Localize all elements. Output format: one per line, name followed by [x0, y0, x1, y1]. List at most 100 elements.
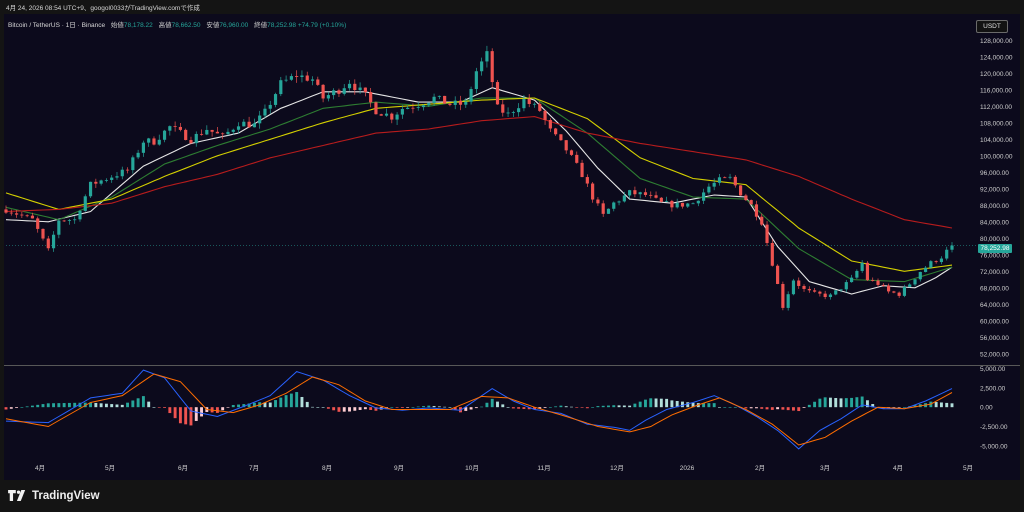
candle [358, 82, 362, 94]
macd-histogram-bar [839, 398, 843, 408]
candle [427, 102, 431, 107]
macd-histogram-bar [755, 407, 758, 409]
candle [46, 235, 50, 251]
moving-average-ma-mid [5, 97, 953, 283]
macd-histogram-bar [517, 407, 521, 409]
candle [20, 211, 24, 219]
candle [369, 88, 373, 108]
candle [263, 104, 267, 118]
price-axis-label: 128,000.00 [980, 38, 1013, 45]
candle [855, 269, 859, 280]
macd-histogram-bar [46, 403, 50, 408]
candle [527, 94, 531, 108]
symbol-name[interactable]: Bitcoin / TetherUS · 1日 · Binance [8, 22, 106, 29]
candle [215, 126, 219, 134]
macd-histogram-bar [416, 406, 420, 408]
candle [680, 202, 685, 209]
macd-histogram-bar [374, 407, 378, 411]
macd-line [5, 369, 953, 450]
candle [88, 181, 93, 198]
candle [828, 292, 833, 300]
price-axis-label: 68,000.00 [980, 285, 1009, 292]
candle [791, 278, 796, 296]
macd-histogram-bar [305, 401, 309, 408]
macd-histogram-bar [950, 403, 954, 408]
candle [236, 122, 241, 134]
macd-histogram-bar [226, 407, 230, 408]
macd-histogram-bar [511, 407, 515, 409]
candle [157, 134, 161, 146]
x-tick-label: 4月 [35, 464, 45, 472]
candle [453, 96, 457, 110]
candle [131, 155, 135, 174]
candle [691, 202, 695, 205]
x-tick-label: 12月 [610, 464, 624, 472]
macd-histogram-bar [570, 406, 573, 408]
candle [596, 197, 600, 206]
candle [649, 191, 653, 199]
macd-histogram-bar [649, 398, 653, 408]
candle [522, 94, 526, 112]
price-axis-label: 108,000.00 [980, 120, 1013, 127]
macd-histogram-bar [580, 407, 584, 408]
macd-histogram-bar [168, 407, 172, 414]
x-tick-label: 11月 [537, 464, 550, 472]
macd-histogram-bar [263, 402, 267, 408]
candle [532, 102, 537, 108]
macd-histogram-bar [363, 407, 367, 410]
candle [73, 216, 77, 224]
candle [876, 278, 880, 287]
high-value: 78,662.50 [171, 22, 201, 29]
macd-histogram-bar [4, 407, 8, 410]
macd-histogram-bar [41, 404, 45, 408]
candle [78, 209, 82, 222]
candle [62, 219, 66, 223]
macd-histogram-bar [765, 407, 769, 410]
price-axis-label: 100,000.00 [980, 153, 1013, 160]
macd-histogram-bar [469, 407, 473, 410]
x-tick-label: 6月 [178, 464, 188, 472]
x-tick-label: 8月 [322, 464, 332, 472]
pane-separator[interactable] [4, 365, 1020, 366]
close-label: 終値 [254, 22, 268, 29]
macd-histogram-bar [411, 407, 415, 408]
candle [580, 159, 584, 178]
candle [638, 191, 642, 199]
candle [4, 205, 8, 214]
x-tick-label: 5月 [105, 464, 115, 472]
macd-histogram-bar [834, 398, 838, 408]
macd-histogram-bar [147, 401, 151, 408]
macd-histogram-bar [776, 407, 780, 410]
macd-histogram-bar [57, 403, 61, 408]
candle [141, 140, 145, 157]
candle [606, 208, 611, 215]
macd-histogram-bar [443, 406, 447, 408]
macd-histogram-bar [533, 407, 536, 410]
candle [168, 125, 172, 136]
x-tick-label: 3月 [820, 464, 830, 472]
x-tick-label: 7月 [249, 464, 259, 472]
candle [464, 98, 468, 108]
macd-histogram-bar [538, 407, 542, 409]
macd-histogram-bar [786, 407, 790, 411]
candle [628, 189, 632, 199]
currency-button[interactable]: USDT [976, 20, 1008, 33]
macd-histogram-bar [115, 404, 119, 408]
candle [115, 171, 119, 180]
tradingview-logo-icon [8, 490, 26, 501]
snapshot-header: 4月 24, 2026 08:54 UTC+9、googol0033がTradi… [6, 5, 200, 12]
price-axis-label: 124,000.00 [980, 54, 1013, 61]
macd-histogram-bar [934, 402, 938, 408]
open-label: 始値 [110, 22, 124, 29]
macd-histogram-bar [802, 407, 806, 408]
macd-histogram-bar [247, 403, 251, 408]
low-label: 安値 [206, 22, 220, 29]
x-tick-label: 9月 [394, 464, 404, 472]
candle [316, 76, 320, 86]
macd-histogram-bar [844, 398, 848, 408]
macd-histogram-bar [633, 403, 637, 408]
last-price-label: 78,252.98 [978, 244, 1012, 253]
candle [136, 149, 140, 160]
macd-histogram-bar [712, 403, 716, 408]
